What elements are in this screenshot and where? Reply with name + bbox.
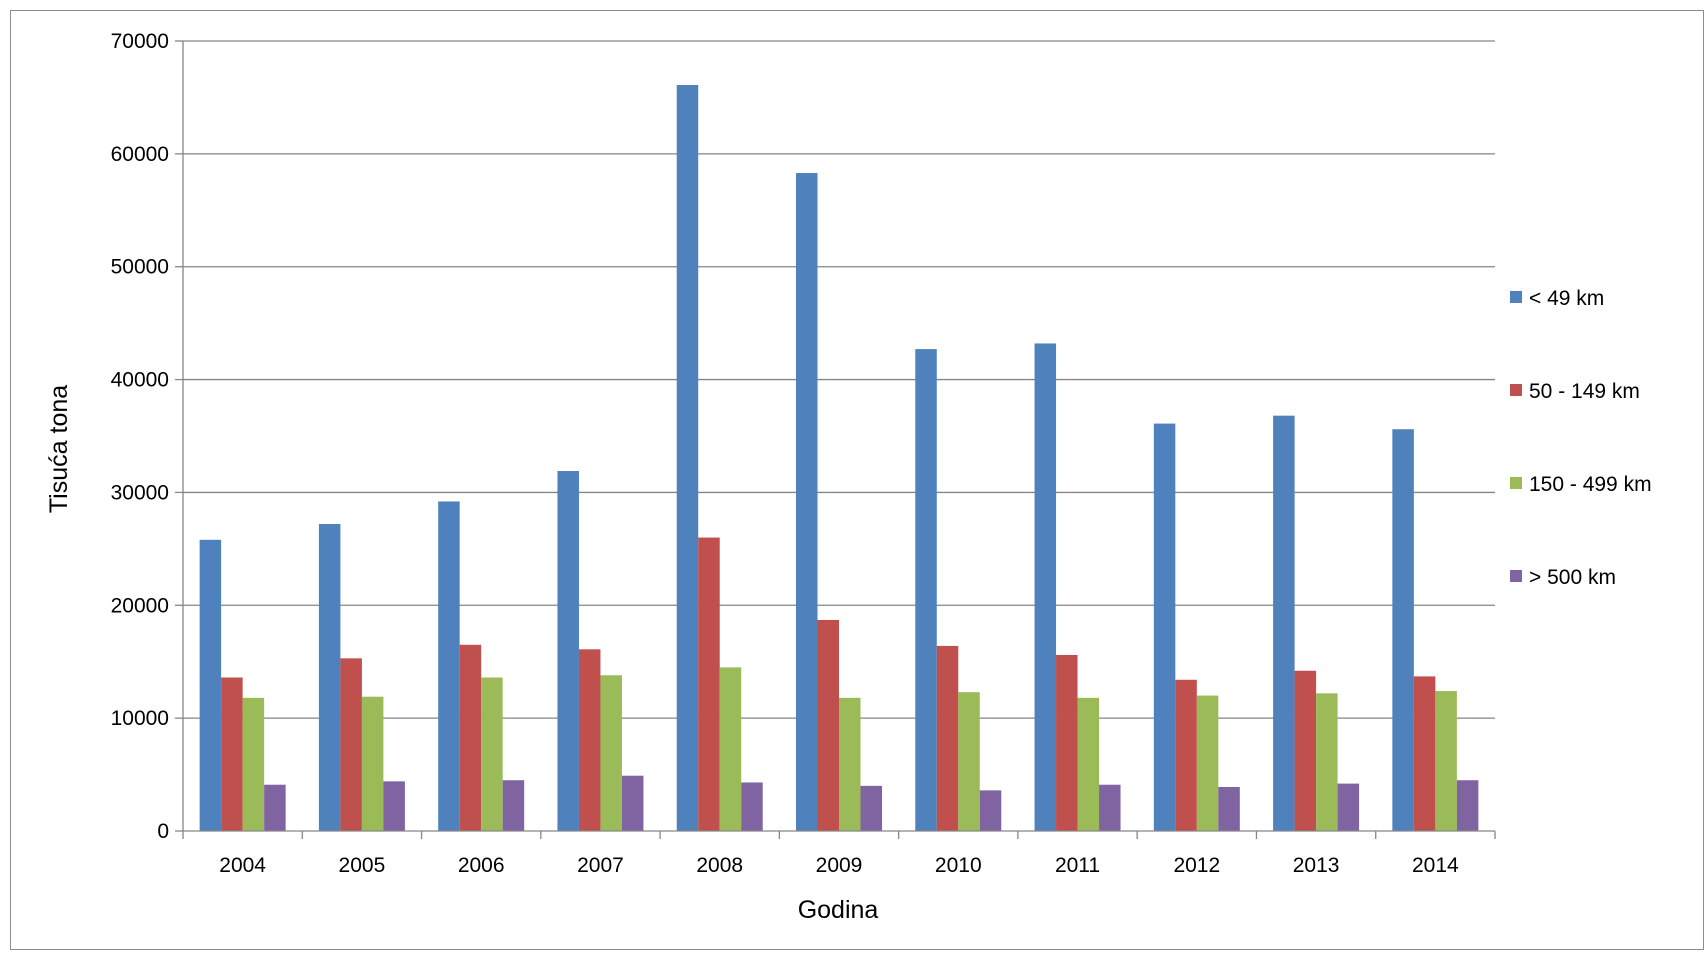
bar	[1218, 786, 1240, 831]
bar	[796, 173, 818, 832]
bar	[1077, 697, 1100, 831]
bar	[1175, 679, 1197, 831]
bar	[958, 692, 980, 831]
bar	[578, 649, 601, 831]
y-tick-label: 30000	[111, 481, 169, 504]
bar	[1435, 691, 1457, 831]
bar	[1034, 343, 1057, 831]
bar	[557, 470, 579, 831]
x-tick-label: 2005	[339, 854, 386, 877]
bar	[600, 675, 622, 831]
legend-swatch	[1510, 477, 1522, 489]
bar	[1413, 676, 1436, 831]
legend-label: 50 - 149 km	[1529, 380, 1640, 403]
legend-swatch	[1510, 384, 1522, 396]
x-tick-label: 2004	[219, 854, 266, 877]
legend: < 49 km 50 - 149 km 150 - 499 km > 500 km	[1510, 287, 1652, 589]
bar	[621, 775, 644, 831]
bars	[199, 85, 1479, 832]
x-tick-label: 2012	[1173, 854, 1220, 877]
x-tick-label: 2007	[577, 854, 624, 877]
bar	[481, 677, 503, 831]
bar	[741, 782, 763, 831]
bar	[1056, 654, 1078, 831]
y-tick-label: 0	[157, 820, 169, 843]
axes	[182, 41, 1495, 832]
legend-swatch	[1510, 291, 1522, 303]
bar	[860, 785, 882, 831]
bar	[1153, 423, 1176, 831]
bar	[1294, 670, 1317, 831]
bar	[1337, 783, 1360, 831]
bar	[318, 524, 341, 831]
bar	[242, 697, 265, 831]
bar	[502, 780, 525, 831]
x-tick-label: 2011	[1055, 854, 1100, 877]
y-tick-label: 50000	[111, 256, 169, 279]
y-axis-title: Tisuća tona	[45, 385, 73, 513]
bar	[1456, 780, 1479, 831]
bar	[383, 781, 405, 831]
y-tick-label: 40000	[111, 369, 169, 392]
x-tick-label: 2006	[458, 854, 505, 877]
bar	[915, 349, 937, 831]
bar	[1196, 695, 1219, 831]
tick-labels: 0 10000 20000 30000 40000 50000 60000 70000 2004…	[111, 30, 1496, 877]
bar	[1392, 429, 1414, 831]
bar	[817, 619, 839, 831]
bar	[438, 501, 460, 831]
y-tick-label: 20000	[111, 594, 169, 617]
x-tick-label: 2009	[816, 854, 863, 877]
y-tick-label: 10000	[111, 707, 169, 730]
bar	[1273, 415, 1295, 831]
x-tick-label: 2014	[1412, 854, 1459, 877]
bar	[1099, 784, 1121, 831]
bar	[719, 667, 742, 831]
x-tick-label: 2010	[935, 854, 982, 877]
bar	[676, 85, 699, 831]
bar	[979, 790, 1002, 831]
legend-label: > 500 km	[1529, 566, 1616, 589]
legend-label: 150 - 499 km	[1529, 473, 1652, 496]
bar	[698, 537, 720, 831]
bar	[340, 658, 362, 831]
legend-swatch	[1510, 570, 1522, 582]
bar	[221, 677, 243, 831]
bar	[1316, 693, 1338, 831]
x-axis-title: Godina	[798, 896, 879, 924]
bar	[839, 697, 861, 831]
y-tick-label: 60000	[111, 143, 169, 166]
x-tick-label: 2013	[1293, 854, 1340, 877]
bar	[361, 696, 384, 831]
bar	[199, 539, 222, 831]
y-tick-label: 70000	[111, 30, 169, 53]
bar	[264, 784, 286, 831]
legend-label: < 49 km	[1529, 287, 1604, 310]
bar	[459, 644, 482, 831]
x-tick-label: 2008	[696, 854, 743, 877]
gridlines	[183, 40, 1495, 719]
bar	[936, 645, 959, 831]
